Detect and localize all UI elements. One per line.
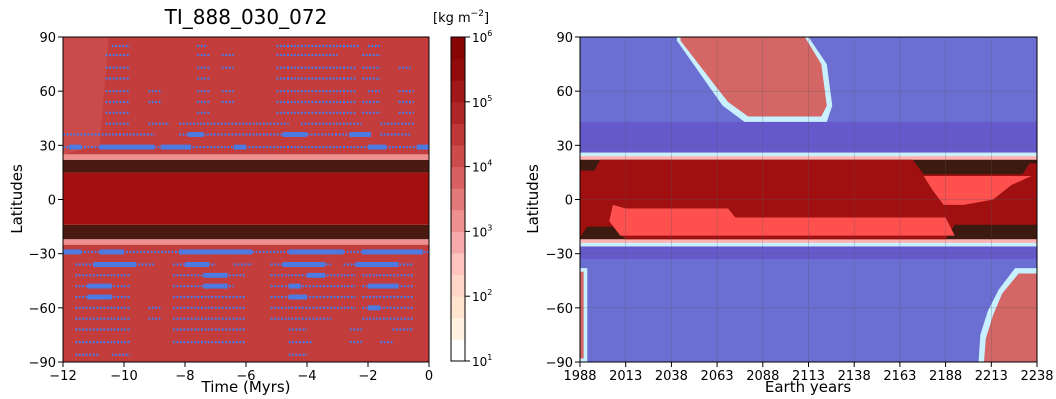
colorbar-step — [451, 101, 465, 124]
left-band-3 — [63, 224, 429, 232]
left-x-tick-label: −10 — [110, 369, 137, 384]
left-y-tick-label: −30 — [29, 248, 56, 263]
left-chart-title: TI_888_030_072 — [164, 5, 328, 29]
left-y-tick-label: 60 — [39, 85, 56, 100]
right-x-ticks: 1988 2013 2038 2063 2088 2113 2138 2163 2188 2213… — [563, 362, 1054, 384]
left-y-axis-label: Latitudes — [8, 164, 26, 234]
left-x-axis-label: Time (Myrs) — [201, 378, 291, 396]
left-x-ticks: −12 −10 −8 −6 −4 −2 0 — [49, 362, 433, 384]
colorbar-step — [451, 145, 465, 168]
colorbar-tick-label: 102 — [472, 288, 492, 304]
left-band-4 — [63, 172, 429, 225]
right-y-tick-label: 60 — [556, 85, 573, 100]
left-chart: TI_888_030_072 Time (Myrs) Latitudes −12… — [8, 5, 433, 396]
left-x-tick-label: −8 — [175, 369, 194, 384]
right-x-tick-label: 2038 — [655, 369, 688, 384]
left-band-1 — [63, 239, 429, 245]
colorbar-label: [kg m−2] — [433, 9, 489, 26]
right-y-tick-label: −30 — [546, 248, 573, 263]
left-x-tick-label: 0 — [425, 369, 433, 384]
colorbar-step — [451, 166, 465, 189]
colorbar: [kg m−2] 101 102 103 104 105 106 — [433, 9, 492, 369]
left-x-tick-label: −2 — [358, 369, 377, 384]
right-x-tick-label: 2088 — [746, 369, 779, 384]
right-grid — [580, 37, 1037, 362]
right-x-axis-label: Earth years — [765, 378, 851, 396]
right-south-patch — [983, 273, 1037, 362]
colorbar-tick-label: 103 — [472, 223, 492, 239]
left-y-tick-label: 0 — [48, 194, 56, 209]
colorbar-ticks: 101 102 103 104 105 106 — [465, 29, 492, 369]
colorbar-step — [451, 209, 465, 232]
right-y-axis-label: Latitudes — [524, 164, 542, 234]
right-x-tick-label: 2188 — [929, 369, 962, 384]
colorbar-step — [451, 188, 465, 211]
left-band-5 — [63, 159, 429, 173]
left-x-tick-label: −4 — [297, 369, 316, 384]
right-y-tick-label: 30 — [556, 139, 573, 154]
right-y-ticks: −90 −60 −30 0 30 60 90 — [546, 31, 580, 371]
left-band-2 — [63, 232, 429, 240]
right-x-tick-label: 2213 — [975, 369, 1008, 384]
colorbar-step — [451, 80, 465, 103]
left-band-6 — [63, 154, 429, 160]
right-x-tick-label: 2163 — [883, 369, 916, 384]
left-y-tick-label: 90 — [39, 31, 56, 46]
right-x-tick-label: 2063 — [701, 369, 734, 384]
colorbar-tick-label: 105 — [472, 94, 492, 110]
right-bright-north — [921, 176, 1032, 205]
colorbar-tick-label: 106 — [472, 29, 492, 45]
right-west-strip — [580, 271, 584, 359]
colorbar-step — [451, 231, 465, 254]
right-chart: Earth years Latitudes 1988 2013 2038 2063 20… — [524, 31, 1054, 396]
left-y-tick-label: −60 — [29, 302, 56, 317]
left-heatmap — [63, 37, 429, 362]
right-y-tick-label: −60 — [546, 302, 573, 317]
right-x-tick-label: 2138 — [838, 369, 871, 384]
colorbar-tick-label: 104 — [472, 159, 492, 175]
left-wedge — [63, 37, 109, 155]
right-x-tick-label: 2013 — [609, 369, 642, 384]
right-x-tick-label: 2238 — [1020, 369, 1053, 384]
colorbar-step — [451, 296, 465, 319]
colorbar-step — [451, 339, 465, 362]
left-x-tick-label: −12 — [49, 369, 76, 384]
colorbar-step — [451, 274, 465, 297]
left-x-tick-label: −6 — [236, 369, 255, 384]
right-y-tick-label: −90 — [546, 356, 573, 371]
right-y-tick-label: 0 — [565, 194, 573, 209]
left-y-tick-label: −90 — [29, 356, 56, 371]
colorbar-step — [451, 123, 465, 146]
colorbar-step — [451, 253, 465, 276]
right-x-tick-label: 1988 — [563, 369, 596, 384]
right-y-tick-label: 90 — [556, 31, 573, 46]
colorbar-step — [451, 58, 465, 81]
left-y-ticks: −90 −60 −30 0 30 60 90 — [29, 31, 63, 371]
right-x-tick-label: 2113 — [792, 369, 825, 384]
colorbar-step — [451, 37, 465, 60]
colorbar-frame — [450, 36, 466, 362]
right-bright-south — [609, 204, 955, 236]
left-y-tick-label: 30 — [39, 139, 56, 154]
colorbar-tick-label: 101 — [472, 353, 492, 369]
colorbar-step — [451, 317, 465, 340]
